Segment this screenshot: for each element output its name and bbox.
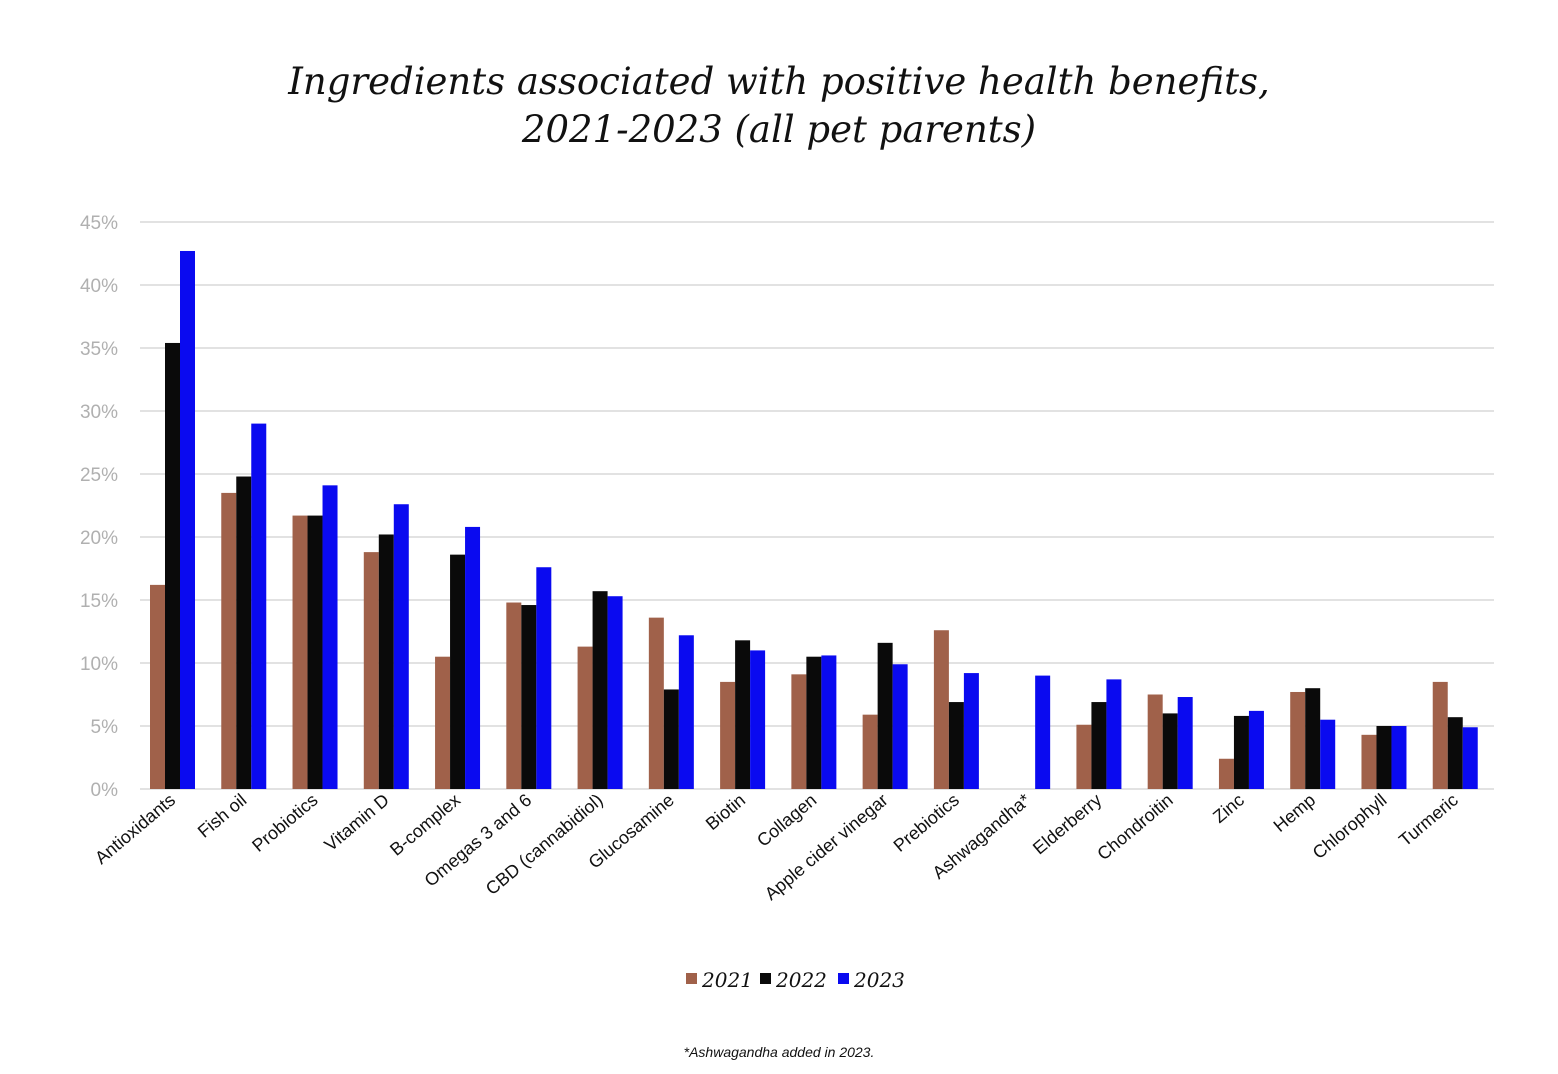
- x-category-label: Hemp: [1270, 790, 1320, 836]
- x-category-label: Collagen: [753, 790, 820, 851]
- bar-2023: [1462, 727, 1478, 789]
- bar-2022: [806, 656, 822, 789]
- bar-2022: [1305, 688, 1321, 789]
- bar-2021: [1147, 694, 1163, 789]
- bar-2022: [236, 476, 252, 789]
- legend-label-2023: 2023: [853, 968, 905, 992]
- x-category-label: Apple cider vinegar: [761, 790, 892, 904]
- x-category-label: Probiotics: [248, 790, 321, 856]
- bar-2021: [1076, 724, 1092, 789]
- chart-title: Ingredients associated with positive hea…: [0, 58, 1558, 154]
- bar-2022: [1091, 702, 1107, 789]
- bar-2023: [892, 664, 908, 789]
- bar-2023: [180, 250, 195, 790]
- y-tick-label: 20%: [80, 528, 118, 549]
- x-category-label: Chondroitin: [1093, 790, 1176, 864]
- bar-2023: [251, 423, 267, 789]
- bar-2023: [1106, 679, 1122, 789]
- x-category-label: Prebiotics: [890, 790, 963, 856]
- bar-2023: [465, 526, 481, 789]
- x-category-label: Biotin: [702, 790, 749, 834]
- bar-2022: [735, 640, 751, 789]
- bar-2022: [663, 689, 679, 789]
- bar-2021: [648, 617, 664, 789]
- bar-2023: [393, 504, 409, 789]
- bars: [150, 250, 1478, 790]
- bar-2021: [435, 656, 451, 789]
- bar-2023: [536, 567, 552, 789]
- bar-2023: [322, 485, 338, 789]
- chart-title-line-1: Ingredients associated with positive hea…: [288, 60, 1270, 103]
- bar-2022: [877, 642, 893, 789]
- y-tick-label: 25%: [80, 465, 118, 486]
- bar-2022: [165, 342, 180, 789]
- x-category-label: Fish oil: [194, 790, 251, 842]
- bar-2021: [720, 681, 736, 789]
- bar-2021: [791, 674, 807, 789]
- bar-2021: [862, 714, 878, 789]
- bar-2022: [948, 702, 964, 789]
- y-tick-label: 0%: [91, 780, 119, 801]
- chart-title-line-2: 2021-2023 (all pet parents): [521, 108, 1037, 151]
- bar-2021: [1290, 691, 1306, 789]
- bar-2021: [221, 492, 237, 789]
- x-category-label: Zinc: [1209, 790, 1248, 827]
- y-tick-label: 45%: [80, 213, 118, 234]
- x-category-label: Turmeric: [1395, 790, 1462, 851]
- x-category-label: CBD (cannabidiol): [482, 790, 607, 899]
- x-category-label: Chlorophyll: [1309, 790, 1391, 863]
- legend-label-2021: 2021: [701, 968, 753, 992]
- legend: 2021 2022 2023: [686, 968, 905, 992]
- bar-2022: [521, 605, 537, 789]
- legend-label-2022: 2022: [775, 968, 827, 992]
- bar-2021: [933, 630, 949, 789]
- y-tick-label: 35%: [80, 339, 118, 360]
- bar-2022: [450, 554, 466, 789]
- bar-2023: [821, 655, 837, 789]
- bar-2021: [1432, 681, 1448, 789]
- y-tick-label: 5%: [91, 717, 119, 738]
- bar-2021: [150, 584, 165, 789]
- bar-chart: 0% 5% 10% 15% 20% 25% 30% 35% 40% 45% Antioxidant…: [80, 213, 1494, 992]
- y-tick-label: 40%: [80, 276, 118, 297]
- bar-2021: [1218, 758, 1234, 789]
- bar-2023: [963, 673, 979, 789]
- y-tick-label: 15%: [80, 591, 118, 612]
- bar-2023: [607, 596, 623, 789]
- bar-2021: [1361, 734, 1377, 789]
- bar-2022: [307, 515, 323, 789]
- bar-2022: [1447, 717, 1463, 789]
- y-tick-label: 10%: [80, 654, 118, 675]
- legend-swatch-2023: [838, 973, 849, 984]
- bar-2023: [1035, 675, 1051, 789]
- bar-2021: [577, 646, 593, 789]
- bar-2022: [592, 591, 608, 789]
- x-category-label: Antioxidants: [91, 790, 179, 868]
- bar-2022: [1376, 726, 1392, 789]
- legend-swatch-2021: [686, 973, 697, 984]
- bar-2021: [363, 552, 379, 789]
- bar-2023: [1177, 697, 1193, 789]
- bar-2021: [292, 515, 308, 789]
- bar-2023: [678, 635, 694, 789]
- bar-2022: [1233, 715, 1249, 789]
- bar-2021: [506, 602, 522, 789]
- x-category-label: Vitamin D: [320, 790, 392, 855]
- bar-2023: [1320, 719, 1336, 789]
- y-tick-label: 30%: [80, 402, 118, 423]
- bar-2023: [1391, 726, 1407, 789]
- legend-swatch-2022: [760, 973, 771, 984]
- bar-2022: [378, 534, 394, 789]
- bar-2023: [750, 650, 766, 789]
- y-axis-tick-labels: 0% 5% 10% 15% 20% 25% 30% 35% 40% 45%: [80, 213, 118, 801]
- footnote: *Ashwagandha added in 2023.: [683, 1044, 875, 1060]
- bar-2023: [1248, 710, 1264, 789]
- bar-2022: [1162, 713, 1178, 789]
